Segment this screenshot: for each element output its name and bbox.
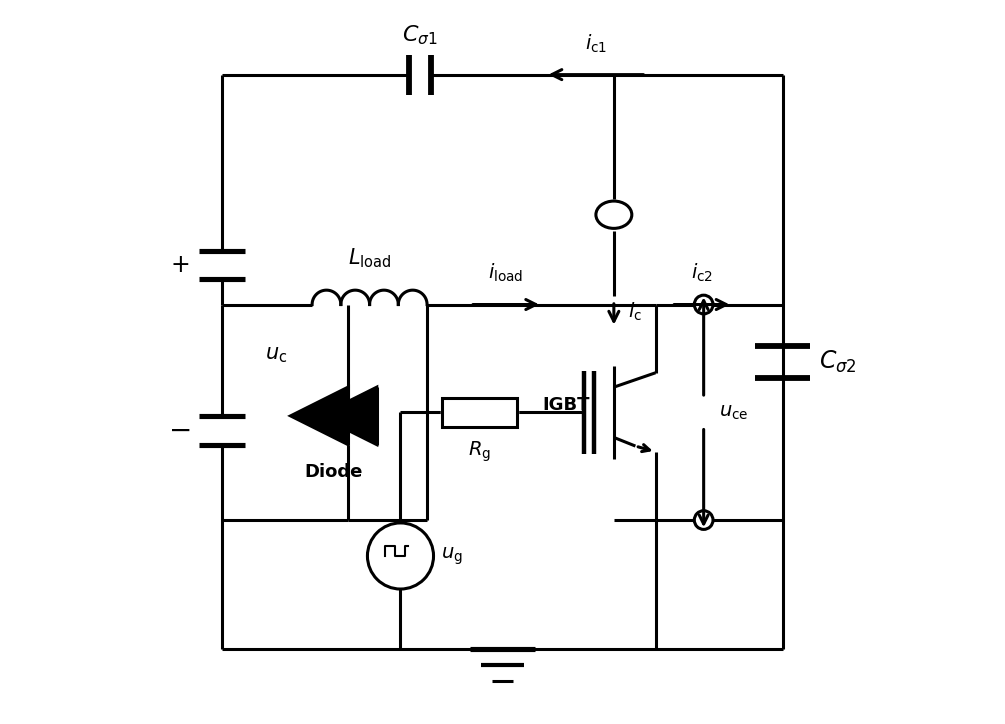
Polygon shape [320,387,377,445]
Text: $i_{\rm c1}$: $i_{\rm c1}$ [585,32,607,54]
Text: $L_{\rm load}$: $L_{\rm load}$ [348,246,391,270]
Text: $u_{\rm g}$: $u_{\rm g}$ [441,545,462,567]
Polygon shape [290,387,348,445]
Text: $u_{\rm ce}$: $u_{\rm ce}$ [720,403,749,422]
Text: IGBT: IGBT [542,396,590,414]
Text: $C_{\sigma 2}$: $C_{\sigma 2}$ [819,349,856,375]
Text: Diode: Diode [305,463,363,481]
Text: $+$: $+$ [170,253,189,277]
Text: $R_{\rm g}$: $R_{\rm g}$ [468,439,491,464]
Text: $-$: $-$ [168,416,190,445]
Text: $u_{\rm c}$: $u_{\rm c}$ [265,345,287,365]
Bar [442,398,517,426]
Text: $C_{\sigma 1}$: $C_{\sigma 1}$ [402,24,438,47]
Text: $i_{\rm c}$: $i_{\rm c}$ [628,300,642,323]
Text: $i_{\rm c2}$: $i_{\rm c2}$ [691,262,714,285]
Text: $i_{\rm load}$: $i_{\rm load}$ [488,262,524,285]
